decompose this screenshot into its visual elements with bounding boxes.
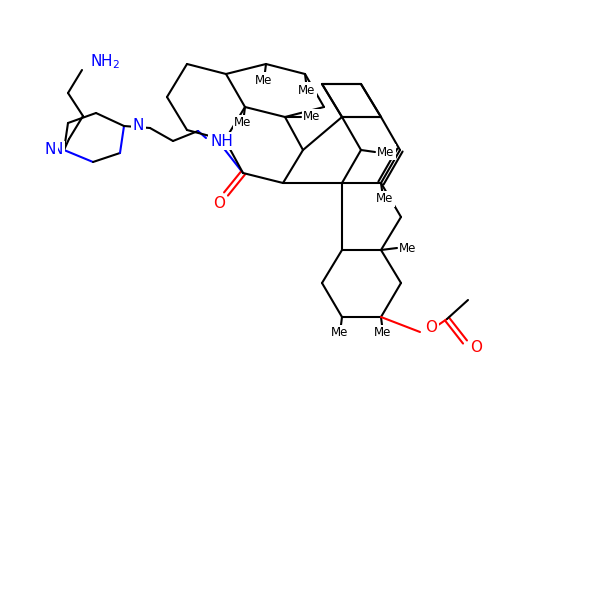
Text: Me: Me bbox=[256, 73, 272, 86]
Text: Me: Me bbox=[331, 326, 349, 340]
Text: O: O bbox=[470, 340, 482, 355]
Text: NH: NH bbox=[210, 133, 233, 148]
Text: NH$_2$: NH$_2$ bbox=[90, 53, 120, 71]
Text: O: O bbox=[425, 320, 437, 335]
Text: Me: Me bbox=[399, 241, 416, 254]
Text: N: N bbox=[44, 142, 56, 157]
Text: Me: Me bbox=[235, 116, 251, 130]
Text: O: O bbox=[213, 196, 225, 211]
Text: N: N bbox=[133, 118, 145, 133]
Text: Me: Me bbox=[376, 193, 394, 205]
Text: Me: Me bbox=[303, 110, 320, 124]
Text: Me: Me bbox=[374, 326, 392, 340]
Text: N: N bbox=[52, 142, 63, 157]
Text: Me: Me bbox=[377, 145, 394, 158]
Text: Me: Me bbox=[298, 83, 316, 97]
